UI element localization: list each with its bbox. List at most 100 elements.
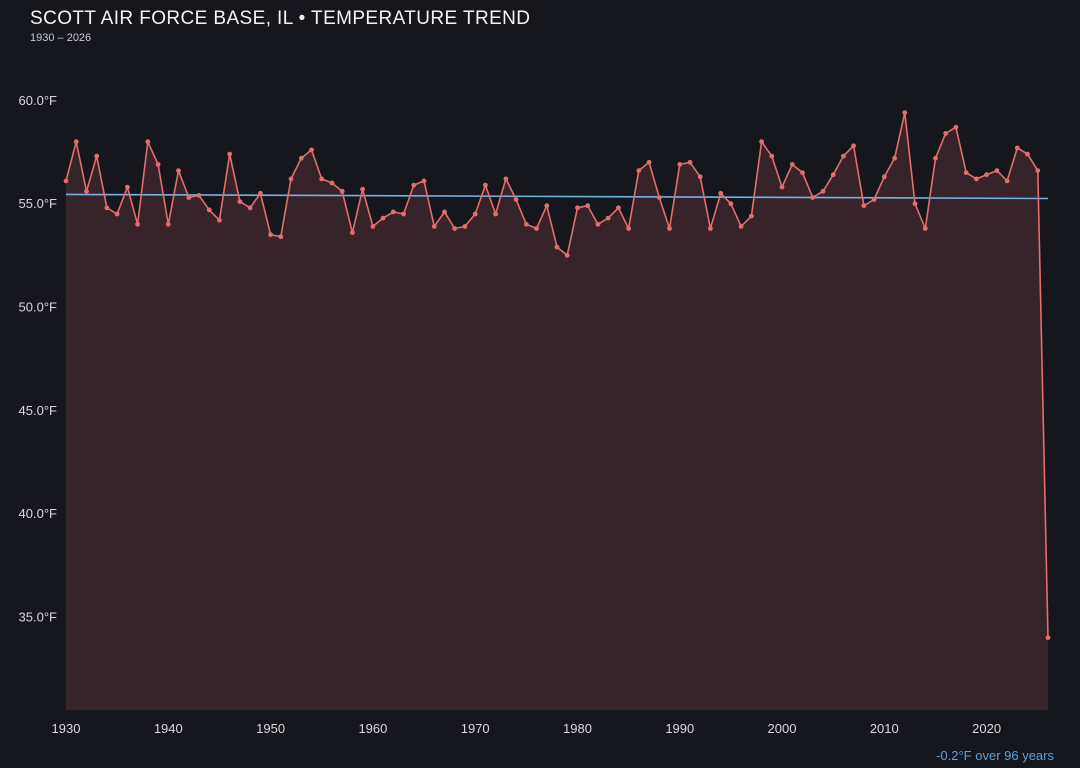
data-point-markers [63, 110, 1051, 641]
data-point [309, 147, 314, 153]
data-point [677, 162, 683, 167]
data-point [646, 159, 652, 165]
data-point [165, 221, 171, 227]
data-point [912, 201, 918, 207]
data-point [431, 224, 437, 229]
x-axis-tick-label: 1940 [154, 721, 183, 736]
trend-line [65, 193, 1049, 200]
x-axis-tick-label: 1970 [461, 721, 490, 736]
data-point [687, 159, 693, 165]
data-point [421, 178, 427, 184]
data-point [186, 195, 192, 200]
data-point [697, 174, 703, 180]
data-point [656, 195, 662, 200]
data-point [523, 221, 529, 227]
data-point [493, 211, 498, 217]
data-point [176, 168, 181, 174]
data-point [902, 110, 908, 116]
data-point [145, 139, 151, 145]
data-point [288, 176, 294, 182]
data-point [513, 197, 519, 202]
data-point [1045, 635, 1051, 641]
data-point [483, 182, 488, 188]
x-axis-labels: 1930 1940 1950 1960 1970 1980 1990 2000 2010 2020 [52, 721, 1002, 736]
data-point [206, 207, 212, 213]
data-point [401, 211, 406, 217]
data-point [1014, 145, 1020, 151]
y-axis-tick-label: 60.0°F [19, 93, 58, 108]
data-point [217, 217, 222, 223]
data-point [534, 226, 539, 231]
data-point [503, 176, 509, 182]
data-point [360, 186, 365, 192]
data-point [749, 213, 754, 219]
data-point [1025, 151, 1030, 157]
data-point [442, 209, 447, 215]
data-point [472, 211, 478, 217]
data-point [114, 211, 120, 217]
data-point [616, 205, 621, 211]
data-point [933, 155, 938, 161]
data-point [63, 178, 69, 184]
trend-summary-label: -0.2°F over 96 years [936, 748, 1054, 763]
x-axis-tick-label: 2000 [768, 721, 797, 736]
y-axis-tick-label: 50.0°F [19, 300, 58, 315]
data-point [84, 188, 89, 194]
data-point [728, 201, 734, 207]
data-point [738, 224, 744, 229]
data-point [800, 170, 805, 176]
data-point [564, 252, 570, 258]
data-point [871, 197, 877, 202]
y-axis-tick-label: 35.0°F [19, 610, 58, 625]
data-point [462, 224, 468, 229]
data-point [943, 131, 949, 136]
data-point [575, 205, 580, 211]
x-axis-tick-label: 1960 [358, 721, 387, 736]
page-subtitle: 1930 – 2026 [30, 32, 92, 44]
data-point [544, 203, 550, 209]
data-point [258, 190, 263, 196]
chart-header: SCOTT AIR FORCE BASE, IL • TEMPERATURE T… [30, 8, 530, 44]
data-point [268, 232, 273, 238]
data-point [963, 170, 969, 176]
data-point [411, 182, 417, 188]
data-point [718, 190, 724, 196]
data-point [984, 172, 989, 178]
data-point [155, 162, 161, 167]
data-point [851, 143, 856, 149]
data-point [339, 188, 345, 194]
x-axis-tick-label: 1980 [563, 721, 592, 736]
data-point [452, 226, 458, 231]
data-point [554, 244, 560, 250]
data-point [94, 153, 100, 159]
x-axis-tick-label: 1950 [256, 721, 285, 736]
data-point [974, 176, 979, 182]
data-point [789, 162, 795, 167]
data-point [636, 168, 642, 174]
y-axis-tick-label: 55.0°F [19, 196, 58, 211]
data-point [861, 203, 867, 209]
data-point [779, 184, 785, 190]
data-point [769, 153, 775, 159]
data-point [319, 176, 325, 182]
data-point [125, 184, 130, 190]
data-point [196, 193, 202, 198]
data-point [370, 224, 376, 229]
data-point [73, 139, 79, 145]
data-point [104, 205, 110, 211]
data-point [329, 180, 335, 186]
data-point [227, 151, 233, 157]
data-point [605, 215, 611, 221]
x-axis-tick-label: 2010 [870, 721, 899, 736]
data-point [247, 205, 253, 211]
data-point [298, 155, 304, 161]
data-point [1035, 168, 1041, 174]
data-point [1004, 178, 1010, 184]
series-area-fill [66, 112, 1048, 710]
data-point [380, 215, 386, 221]
data-point [922, 226, 928, 231]
data-point [135, 221, 141, 227]
data-point [585, 203, 591, 209]
data-point [237, 199, 243, 205]
